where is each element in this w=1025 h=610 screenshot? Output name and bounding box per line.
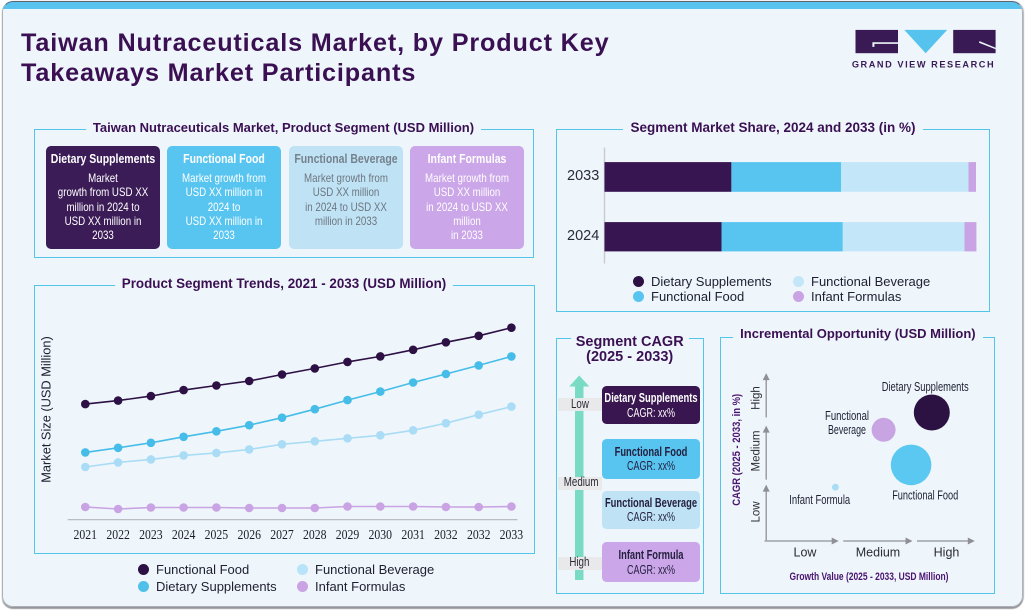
svg-text:2029: 2029 (336, 527, 360, 542)
svg-text:2028: 2028 (303, 527, 327, 542)
svg-text:2032: 2032 (434, 527, 458, 542)
svg-text:2031: 2031 (401, 527, 425, 542)
svg-text:2032: 2032 (467, 527, 491, 542)
svg-text:2023: 2023 (139, 527, 163, 542)
svg-text:Dietary Supplements: Dietary Supplements (882, 379, 969, 394)
svg-text:2022: 2022 (106, 527, 130, 542)
svg-text:2033: 2033 (500, 527, 524, 542)
svg-text:Beverage: Beverage (828, 422, 866, 437)
svg-text:Medium: Medium (751, 431, 763, 472)
svg-text:Market Size (USD Million): Market Size (USD Million) (39, 336, 54, 482)
svg-text:2024: 2024 (172, 527, 196, 542)
svg-text:Infant Formula: Infant Formula (789, 492, 851, 507)
svg-text:Functional Food: Functional Food (892, 488, 958, 503)
svg-text:High: High (751, 386, 763, 410)
svg-text:Functional: Functional (825, 408, 869, 423)
svg-text:CAGR (2025 - 2033, in %): CAGR (2025 - 2033, in %) (731, 394, 743, 506)
svg-text:2027: 2027 (270, 527, 294, 542)
svg-text:2030: 2030 (369, 527, 393, 542)
svg-text:Low: Low (794, 546, 818, 560)
svg-text:Low: Low (751, 501, 763, 523)
svg-text:2026: 2026 (237, 527, 261, 542)
svg-text:2025: 2025 (205, 527, 229, 542)
svg-text:2021: 2021 (74, 527, 98, 542)
svg-text:Growth Value (2025 - 2033, USD: Growth Value (2025 - 2033, USD Million) (790, 571, 949, 583)
svg-text:High: High (934, 546, 960, 560)
svg-text:GRAND VIEW RESEARCH: GRAND VIEW RESEARCH (852, 60, 995, 70)
svg-text:Medium: Medium (856, 546, 900, 560)
